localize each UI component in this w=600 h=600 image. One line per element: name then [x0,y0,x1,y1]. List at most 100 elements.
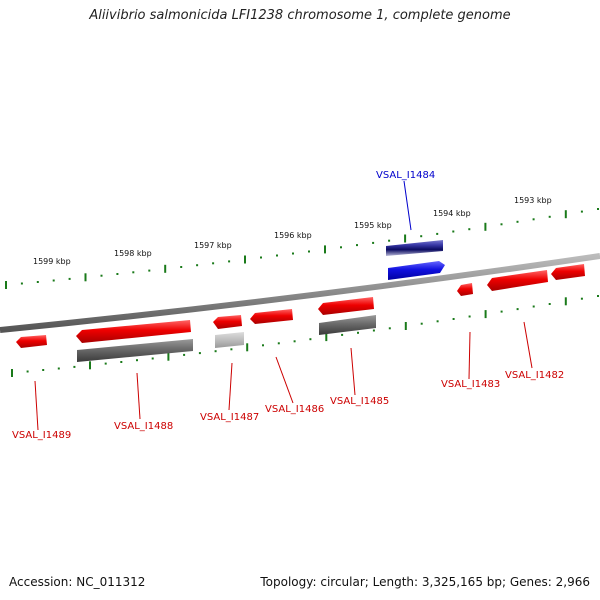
minor-tick [183,353,186,356]
gene-arrow [213,315,242,329]
minor-tick [230,348,233,351]
cds-feature [215,332,244,348]
gene-label[interactable]: VSAL_I1484 [376,170,435,181]
gene-arrow [551,264,585,280]
leader-line [34,380,39,431]
major-tick [404,322,407,330]
minor-tick [516,308,519,311]
minor-tick [516,220,519,223]
minor-tick [42,369,45,371]
gene-label[interactable]: VSAL_I1482 [505,370,564,381]
minor-tick [580,297,583,300]
minor-tick [293,340,296,343]
gene-label[interactable]: VSAL_I1483 [441,379,500,390]
gene-VSAL_I1482[interactable] [487,270,548,291]
map-title: Aliivibrio salmonicida LFI1238 chromosom… [89,8,511,23]
minor-tick [20,282,23,285]
minor-tick [148,269,151,272]
minor-tick [532,218,535,221]
minor-tick [548,303,551,305]
minor-tick [436,232,439,235]
cds-feature [319,315,376,335]
gene-VSAL_I1486[interactable] [250,309,293,324]
minor-tick [340,246,342,249]
major-tick [325,333,328,342]
minor-tick [500,310,503,313]
chromosome-backbone [0,253,600,333]
minor-tick [372,329,375,332]
minor-tick [597,208,599,210]
gene-VSAL_I1482-neighbor[interactable] [551,264,585,280]
scale-label: 1595 kbp [354,221,392,230]
scale-label: 1594 kbp [433,209,471,218]
minor-tick [36,281,39,283]
gene-label[interactable]: VSAL_I1487 [200,412,259,423]
minor-tick [436,320,439,323]
major-tick [244,255,246,264]
minor-tick [277,342,280,345]
label-leaders [34,180,533,431]
gene-arrow [388,261,445,280]
cds-feature [77,339,193,362]
minor-tick [388,239,391,242]
gene-arrow [76,320,191,343]
major-tick [564,210,567,219]
major-tick [404,234,407,243]
minor-tick [420,322,423,325]
minor-tick [276,254,278,257]
minor-tick [500,223,503,226]
minor-tick [308,250,310,253]
gene-VSAL_I1487[interactable] [213,315,244,348]
minor-tick [228,260,231,263]
gene-label[interactable]: VSAL_I1485 [330,396,389,407]
major-tick [5,281,7,289]
gene-arrow [318,297,374,315]
leader-line [468,331,471,380]
leader-line [523,321,533,369]
minor-tick [260,256,262,259]
minor-tick [597,295,599,297]
minor-tick [198,352,201,355]
major-tick [164,264,167,273]
minor-tick [214,350,217,353]
scale-label: 1599 kbp [33,257,71,266]
leader-line [275,356,294,404]
gene-VSAL_I1483[interactable] [457,283,473,296]
minor-tick [468,228,471,231]
major-tick [564,297,567,306]
gene-arrow [250,309,293,324]
minor-tick [68,277,71,280]
minor-tick [116,273,119,275]
gene-label[interactable]: VSAL_I1489 [12,430,71,441]
gene-VSAL_I1488[interactable] [76,320,193,362]
minor-tick [309,338,312,341]
minor-tick [292,252,294,255]
scale-label: 1593 kbp [514,196,552,205]
outer-scale-ruler [5,208,599,289]
minor-tick [357,331,359,334]
gene-label[interactable]: VSAL_I1488 [114,421,173,432]
major-tick [246,343,249,352]
major-tick [11,369,13,377]
minor-tick [468,315,471,318]
leader-line [350,347,356,396]
gene-arrow [16,335,47,348]
minor-tick [341,333,344,336]
major-tick [484,222,487,231]
minor-tick [356,244,358,247]
accession-text: Accession: NC_011312 [9,575,146,589]
gene-arrow [487,270,548,291]
leader-line [228,362,233,411]
gene-VSAL_I1485[interactable] [318,297,376,335]
minor-tick [388,327,391,330]
scale-label: 1597 kbp [194,241,232,250]
gene-VSAL_I1484[interactable] [386,240,445,280]
minor-tick [26,370,29,373]
minor-tick [57,367,60,370]
gene-label[interactable]: VSAL_I1486 [265,404,324,415]
gene-VSAL_I1489[interactable] [16,335,47,348]
minor-tick [452,318,455,320]
minor-tick [73,365,76,368]
minor-tick [180,266,183,268]
